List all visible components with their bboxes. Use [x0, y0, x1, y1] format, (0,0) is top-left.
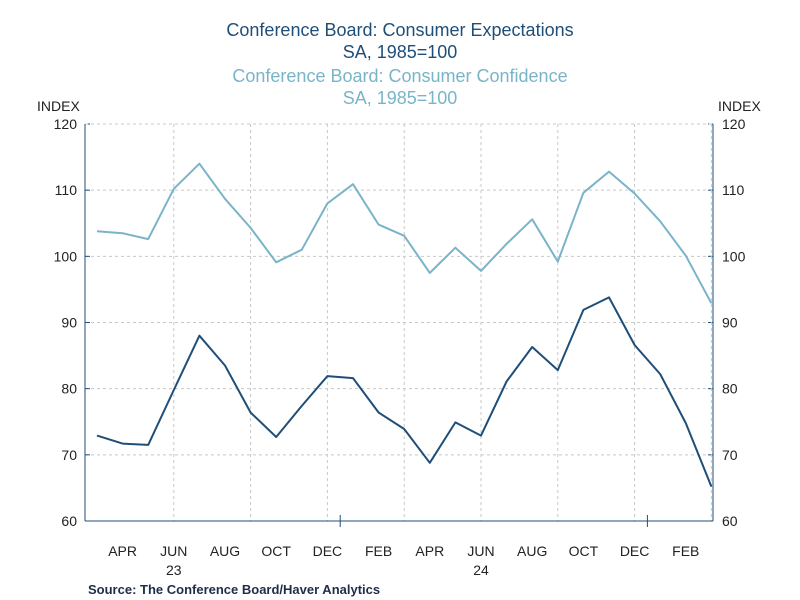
right-y-tick-label: 80	[722, 381, 738, 397]
right-y-tick-label: 120	[722, 116, 746, 132]
x-tick-label: FEB	[365, 543, 392, 559]
x-tick-label: JUN	[160, 543, 187, 559]
x-tick-label: APR	[108, 543, 137, 559]
left-y-tick-label: 110	[55, 182, 78, 198]
right-y-tick-label: 110	[722, 182, 745, 198]
x-tick-label: AUG	[210, 543, 240, 559]
right-y-tick-label: 60	[722, 513, 738, 529]
series-line-conference-board-consumer-expectations	[96, 296, 713, 487]
x-tick-label: JUN	[467, 543, 494, 559]
chart-title-line-1: Conference Board: Consumer Expectations	[226, 20, 574, 40]
source-note: Source: The Conference Board/Haver Analy…	[88, 582, 381, 597]
series-line-conference-board-consumer-confidence	[96, 162, 713, 304]
x-year-label: 23	[166, 562, 182, 578]
left-axis-unit: INDEX	[37, 98, 80, 114]
left-y-tick-label: 60	[61, 513, 77, 529]
left-y-tick-label: 70	[61, 447, 77, 463]
x-tick-label: DEC	[313, 543, 343, 559]
x-tick-label: OCT	[569, 543, 599, 559]
left-y-tick-label: 90	[61, 315, 77, 331]
x-tick-label: APR	[415, 543, 444, 559]
left-y-tick-label: 120	[54, 116, 78, 132]
x-tick-label: OCT	[261, 543, 291, 559]
x-tick-label: FEB	[672, 543, 699, 559]
chart-title-line-4: SA, 1985=100	[342, 88, 458, 108]
left-y-tick-label: 80	[61, 381, 77, 397]
x-tick-label: AUG	[517, 543, 547, 559]
x-year-label: 24	[473, 562, 489, 578]
chart-title-line-2: SA, 1985=100	[342, 42, 458, 62]
chart-title-line-3: Conference Board: Consumer Confidence	[232, 66, 568, 86]
right-y-tick-label: 70	[722, 447, 738, 463]
right-y-tick-label: 90	[722, 315, 738, 331]
x-tick-label: DEC	[620, 543, 650, 559]
left-y-tick-label: 100	[54, 248, 78, 264]
right-y-tick-label: 100	[722, 248, 746, 264]
right-axis-unit: INDEX	[718, 98, 761, 114]
